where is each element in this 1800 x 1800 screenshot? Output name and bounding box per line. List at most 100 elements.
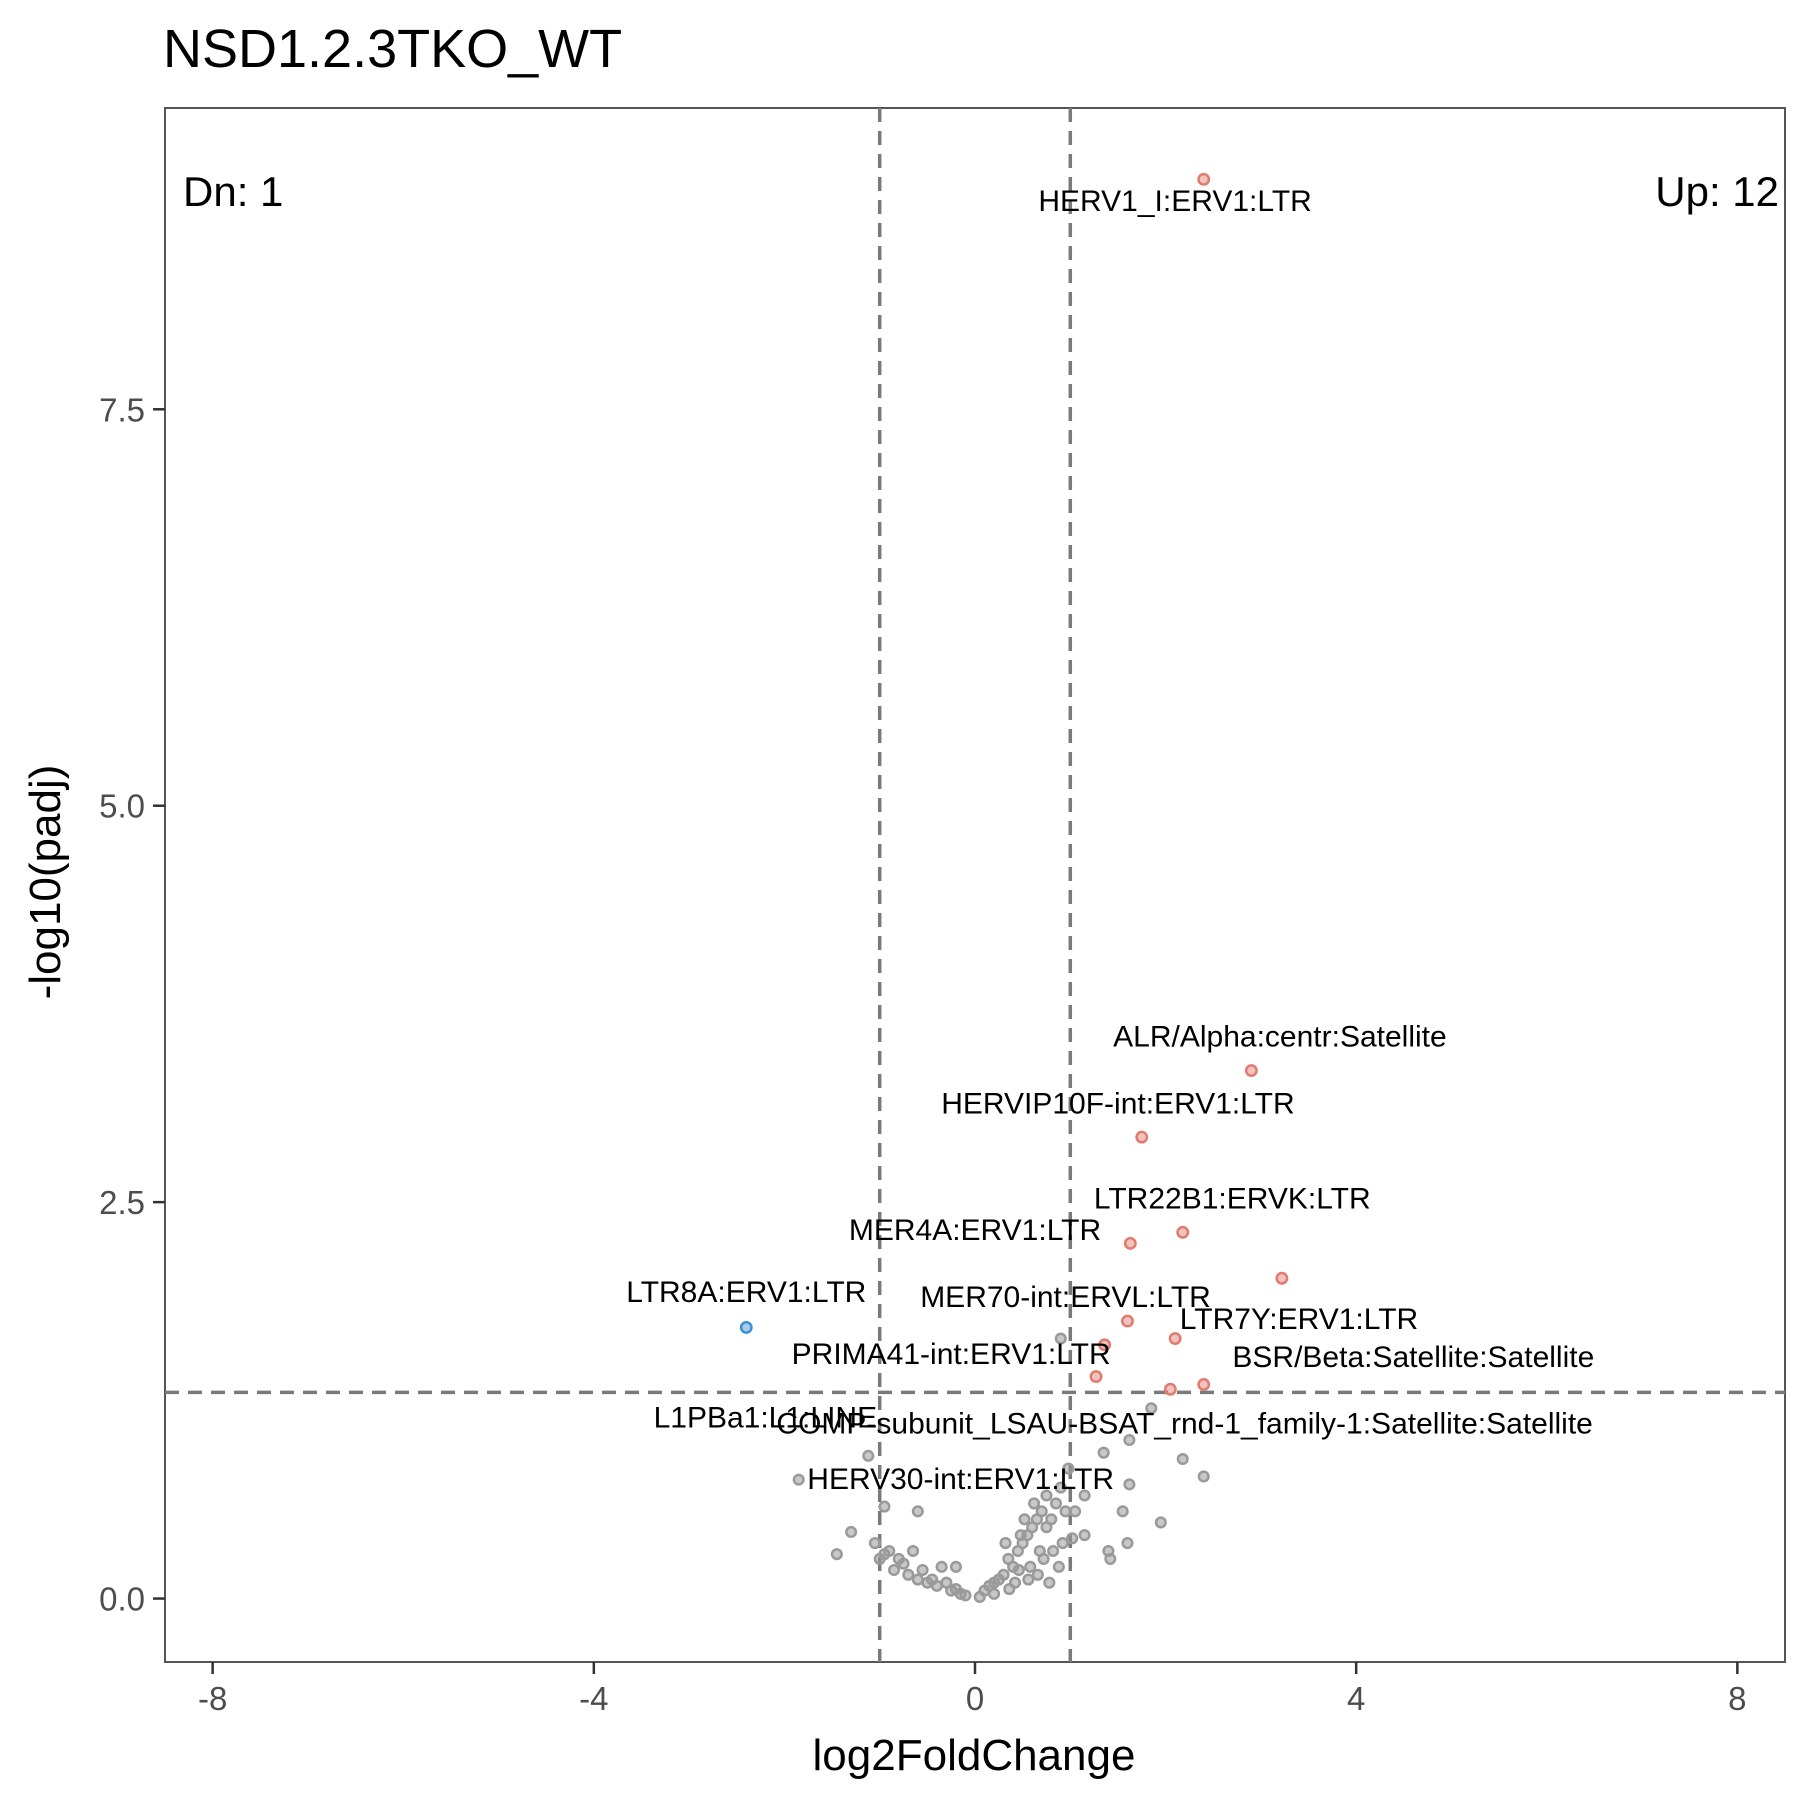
ns-point	[954, 1587, 967, 1600]
plot-panel: -8 -4 0 4 8 0.0 2.5 5.0 7.5 HERV1_I:ERV1:LTR ALR/A…	[99, 107, 1786, 1717]
ns-point	[1028, 1497, 1041, 1510]
up-point	[1275, 1271, 1289, 1285]
ns-point	[1121, 1537, 1134, 1550]
ns-point	[930, 1579, 943, 1592]
up-point	[1135, 1130, 1149, 1144]
ns-point	[1104, 1552, 1117, 1565]
ns-point	[916, 1563, 929, 1577]
plot-frame	[164, 107, 1786, 1663]
ns-point	[1056, 1537, 1069, 1550]
ns-point	[1037, 1552, 1050, 1565]
up-point	[1121, 1314, 1134, 1328]
up-point	[1168, 1332, 1182, 1345]
x-tick-label: 4	[1347, 1680, 1365, 1717]
ns-point	[1002, 1552, 1015, 1565]
x-tick-label: 8	[1728, 1680, 1746, 1717]
ns-point	[988, 1587, 1001, 1600]
ns-point	[830, 1548, 843, 1561]
point-label: HERV1_I:ERV1:LTR	[1038, 185, 1311, 218]
ns-point	[878, 1548, 891, 1561]
ns-point	[945, 1584, 958, 1597]
point-label: MER4A:ERV1:LTR	[849, 1214, 1101, 1247]
ns-point	[1054, 1332, 1067, 1345]
ns-point	[1022, 1573, 1035, 1586]
point-label: COMP-subunit_LSAU-BSAT_rnd-1_family-1:Sa…	[776, 1408, 1592, 1441]
ns-point	[921, 1576, 934, 1589]
ns-point	[949, 1560, 962, 1573]
point-label: ALR/Alpha:centr:Satellite	[1113, 1021, 1447, 1054]
up-point	[1123, 1236, 1137, 1250]
up-point	[1197, 172, 1211, 186]
ns-point	[1062, 1462, 1075, 1475]
ns-point	[1123, 1478, 1136, 1491]
ns-point	[1154, 1516, 1167, 1529]
ns-point	[1054, 1481, 1067, 1494]
down-count: Dn: 1	[183, 168, 283, 215]
up-point	[1089, 1370, 1103, 1384]
ns-point	[992, 1573, 1005, 1586]
ns-point	[1012, 1563, 1025, 1577]
ns-point	[1045, 1513, 1058, 1526]
ns-point	[792, 1473, 805, 1486]
down-point	[739, 1320, 753, 1334]
x-axis-title: log2FoldChange	[813, 1731, 1136, 1780]
point-label: L1PBa1:L1:LINE	[654, 1401, 878, 1434]
ns-point	[1116, 1505, 1129, 1518]
ns-point	[1018, 1513, 1031, 1526]
ns-point	[1014, 1529, 1027, 1542]
ns-point	[1197, 1470, 1210, 1483]
point-label: BSR/Beta:Satellite:Satellite	[1232, 1341, 1594, 1374]
point-label: HERVIP10F-int:ERV1:LTR	[941, 1087, 1294, 1120]
y-tick-label: 2.5	[99, 1184, 145, 1221]
ns-point	[897, 1557, 910, 1570]
chart-title: NSD1.2.3TKO_WT	[163, 19, 622, 79]
point-label: MER70-int:ERVL:LTR	[920, 1281, 1211, 1314]
point-label: PRIMA41-int:ERV1:LTR	[792, 1338, 1111, 1371]
ns-point	[1049, 1497, 1063, 1510]
up-point	[1098, 1338, 1112, 1352]
point-label: LTR7Y:ERV1:LTR	[1180, 1303, 1418, 1336]
ns-point	[1069, 1505, 1082, 1518]
ns-point	[1043, 1576, 1056, 1589]
y-tick-label: 0.0	[99, 1581, 145, 1618]
ns-point	[1024, 1560, 1037, 1573]
ns-point	[1059, 1505, 1072, 1518]
up-count: Up: 12	[1655, 168, 1779, 215]
point-label: LTR8A:ERV1:LTR	[626, 1276, 866, 1309]
ns-point	[887, 1563, 901, 1577]
point-label: LTR22B1:ERVK:LTR	[1094, 1182, 1371, 1215]
up-point	[1176, 1225, 1190, 1239]
point-label: HERV30-int:ERV1:LTR	[807, 1463, 1114, 1496]
ns-point	[902, 1568, 915, 1581]
ns-point	[1066, 1532, 1079, 1545]
x-tick-label: -8	[198, 1680, 227, 1717]
ns-point	[1145, 1402, 1158, 1415]
ns-point	[1123, 1433, 1136, 1447]
ns-point	[911, 1505, 924, 1518]
y-axis-title: -log10(padj)	[21, 765, 70, 1000]
ns-point	[1040, 1489, 1053, 1502]
y-tick-label: 5.0	[99, 788, 145, 825]
ns-point	[868, 1537, 881, 1550]
ns-point	[973, 1590, 986, 1604]
ns-point	[1176, 1452, 1189, 1466]
ns-point	[1003, 1583, 1016, 1596]
y-tick-label: 7.5	[99, 391, 145, 428]
ns-point	[911, 1573, 924, 1586]
ns-point	[999, 1537, 1012, 1550]
x-tick-label: -4	[579, 1680, 608, 1717]
ns-point	[1052, 1560, 1065, 1573]
ns-point	[878, 1500, 891, 1513]
ns-point	[1078, 1489, 1091, 1502]
ns-point	[935, 1560, 948, 1573]
ns-point	[1035, 1505, 1048, 1518]
x-tick-label: 0	[966, 1680, 984, 1717]
ns-point	[907, 1544, 920, 1558]
ns-point	[845, 1525, 858, 1539]
up-point	[1244, 1064, 1258, 1077]
ns-point	[1047, 1544, 1060, 1558]
ns-point	[1078, 1529, 1091, 1542]
ns-point	[1031, 1568, 1044, 1581]
up-point	[1163, 1382, 1177, 1396]
